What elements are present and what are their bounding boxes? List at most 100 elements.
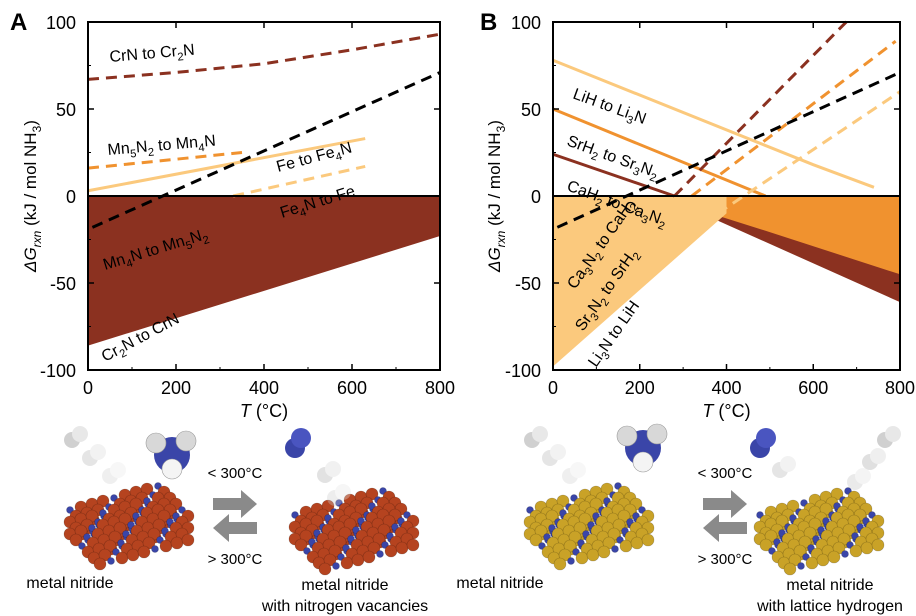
equilibrium-arrows — [213, 490, 257, 542]
h2-molecule-icon — [102, 462, 126, 484]
y-axis-label-part: ΔG — [21, 247, 40, 273]
metal-atom — [849, 544, 863, 558]
label-part: 4 — [334, 151, 343, 164]
right-caption-line1: metal nitride — [786, 577, 873, 594]
x-axis-label: T (°C) — [702, 401, 750, 421]
nitrogen-atom — [548, 524, 556, 532]
metal-atom — [362, 550, 376, 564]
nitrogen-atom — [538, 542, 546, 550]
x-tick-label: 400 — [249, 378, 279, 398]
y-tick-label: 0 — [531, 187, 541, 207]
metal-atom — [93, 557, 107, 571]
hydrogen-atom — [855, 468, 871, 484]
nitrogen-atom — [78, 542, 86, 550]
right-caption-line1: metal nitride — [301, 577, 388, 594]
metal-atom — [181, 533, 195, 547]
y-tick-label: -100 — [40, 361, 76, 381]
nitrogen-atom — [335, 499, 343, 507]
nitrogen-atom — [802, 553, 810, 561]
nitrogen-atom — [117, 539, 125, 547]
label-part: 4 — [125, 257, 134, 270]
metal-atom — [553, 557, 567, 571]
label-part: 3 — [583, 266, 596, 278]
h2-molecule-icon — [524, 426, 548, 448]
label-part: 2 — [648, 171, 658, 184]
hydrogen-atom — [335, 484, 351, 500]
x-tick-label: 400 — [711, 378, 741, 398]
nitrogen-atom — [83, 533, 91, 541]
hydrogen-atom — [616, 425, 638, 447]
x-tick-label: 800 — [425, 378, 455, 398]
nitrogen-atom — [178, 506, 186, 514]
arrow-bottom-label: > 300°C — [208, 551, 263, 568]
y-tick-label: -50 — [50, 274, 76, 294]
x-tick-label: 200 — [625, 378, 655, 398]
nitrogen-atom — [337, 553, 345, 561]
hydrogen-atom — [175, 430, 197, 452]
nitrogen-atom — [833, 502, 841, 510]
hydrogen-atom — [327, 490, 343, 506]
nitrogen-atom — [66, 506, 74, 514]
hydrogen-atom — [325, 461, 341, 477]
metal-atom — [860, 541, 874, 555]
nh3-molecule-icon — [145, 430, 197, 480]
nitrogen-atom — [778, 529, 786, 537]
nitrogen-atom — [543, 533, 551, 541]
label-part: 2 — [118, 347, 129, 361]
label-part: 5 — [130, 148, 137, 160]
nitrogen-atom — [397, 517, 405, 525]
right-caption-line2: with lattice hydrogen — [756, 598, 903, 615]
y-tick-label: -50 — [515, 274, 541, 294]
metal-atom — [115, 551, 129, 565]
y-axis-label-part: (kJ / mol NH — [21, 132, 40, 230]
x-axis-unit: (°C) — [713, 401, 750, 421]
label-part: N — [203, 133, 216, 151]
label-part: 3 — [639, 213, 649, 226]
nitrogen-atom — [391, 523, 399, 531]
nitrogen-atom — [357, 517, 365, 525]
nitrogen-atom — [587, 521, 595, 529]
nitrogen-atom — [386, 532, 394, 540]
series-crn-to-cr2n — [87, 32, 441, 81]
nitrogen-atom — [376, 550, 384, 558]
metal-atom — [318, 562, 332, 576]
nitrogen-atom — [626, 518, 634, 526]
label-part: 4 — [299, 206, 308, 219]
hydrogen-atom — [885, 426, 901, 442]
y-axis-label-part: 3 — [30, 125, 44, 132]
nitrogen-atom — [603, 497, 611, 505]
h2-molecule-icon — [847, 468, 871, 490]
equilibrium-arrows — [703, 490, 747, 542]
nitrogen-atom — [291, 511, 299, 519]
nitrogen-atom — [789, 514, 797, 522]
label-part: LiH to Li — [571, 86, 632, 122]
label-part: Mn — [107, 140, 131, 159]
nitrogen-atom — [143, 497, 151, 505]
hydrogen-atom — [145, 432, 167, 454]
label-part: 2 — [628, 201, 641, 213]
right-caption-line2: with nitrogen vacancies — [261, 598, 428, 615]
label-part: 5 — [184, 239, 193, 252]
band-li3n-to-lih — [553, 196, 727, 367]
x-axis-variable: T — [240, 401, 253, 421]
metal-atom — [406, 538, 420, 552]
x-tick-label: 800 — [885, 378, 915, 398]
metal-nitride-lattice — [63, 482, 195, 571]
panel-A: 100 50 0 -50 -100 0 200 400 600 800 T (°C) ΔGrxn (k… — [10, 9, 455, 421]
nitrogen-atom — [856, 523, 864, 531]
series-srh2-to-sr3n2 — [552, 107, 767, 198]
band-cr2n-to-crn — [88, 196, 440, 346]
nitrogen-atom — [851, 532, 859, 540]
label-part: 3 — [599, 350, 612, 362]
x-axis-unit: (°C) — [251, 401, 288, 421]
h2-molecule-icon — [317, 461, 341, 483]
scheme-B: < 300°C > 300°C metal nitride metal nitride… — [456, 423, 903, 615]
metal-atom — [126, 548, 140, 562]
label-part: 3 — [625, 114, 635, 127]
label-part: to Sr — [596, 144, 638, 173]
series-nh3-decomposition — [91, 71, 441, 229]
metal-atom — [871, 538, 885, 552]
reaction-label: CrN to Cr2N — [109, 42, 196, 70]
metal-atom — [384, 544, 398, 558]
